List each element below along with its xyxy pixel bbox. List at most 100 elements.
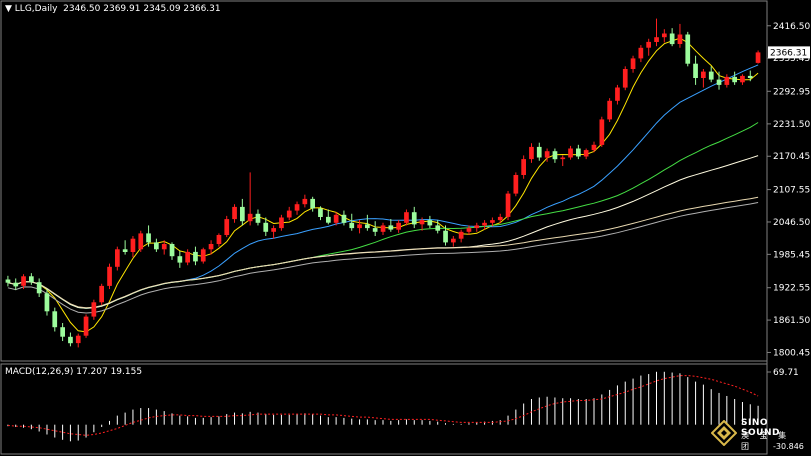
candle-body	[216, 235, 222, 244]
candle-body	[521, 159, 526, 175]
price-axis-label: 2355.45	[773, 54, 810, 64]
candle-body	[536, 146, 542, 158]
candle-body	[161, 244, 167, 250]
symbol-name: LLG,Daily	[14, 4, 58, 14]
candle-body	[68, 336, 73, 344]
candle-body	[708, 71, 714, 80]
candle-body	[388, 225, 394, 230]
candle-body	[185, 251, 190, 263]
price-axis-label: 1800.45	[773, 348, 810, 358]
logo-chinese: 澳 宝 集 团	[741, 431, 791, 451]
ohlc-values: 2346.50 2369.91 2345.09 2366.31	[63, 4, 221, 14]
candle-body	[99, 285, 104, 303]
candle-body	[36, 282, 42, 294]
candle-body	[208, 244, 214, 250]
candle-body	[333, 214, 339, 223]
candle-body	[466, 228, 472, 232]
candle-body	[91, 302, 97, 317]
candle-body	[576, 148, 581, 157]
candle-body	[646, 41, 651, 48]
diamond-logo-icon	[711, 420, 737, 446]
candle-body	[583, 150, 589, 157]
candle-body	[458, 231, 464, 239]
candle-body	[701, 71, 706, 78]
sino-sound-logo: SINO SOUND 澳 宝 集 团	[711, 418, 801, 451]
candle-body	[372, 228, 378, 232]
candle-body	[607, 100, 612, 120]
candle-body	[21, 276, 26, 286]
candle-body	[255, 213, 261, 223]
candle-body	[482, 222, 487, 226]
price-axis-label: 1985.45	[773, 250, 810, 260]
ma-120-line	[7, 196, 759, 309]
candle-body	[396, 222, 401, 230]
candle-body	[60, 327, 65, 337]
price-axis: 2416.50 2355.45 2292.95 2231.50 2170.45 2107.…	[767, 22, 810, 358]
candle-body	[357, 224, 362, 229]
candle-body	[271, 228, 276, 232]
candle-body	[13, 282, 19, 287]
candle-body	[302, 198, 308, 205]
macd-signal-line	[7, 375, 759, 436]
current-price-label: 2366.31	[770, 48, 807, 58]
candle-body	[263, 222, 269, 232]
candle-body	[435, 225, 441, 231]
candle-body	[169, 244, 175, 257]
price-axis-label: 1861.50	[773, 316, 810, 326]
candle-body	[529, 146, 534, 160]
candle-body	[622, 69, 628, 88]
candle-body	[497, 216, 503, 221]
candle-body	[451, 238, 456, 243]
current-price-box	[768, 46, 810, 59]
candle-body	[669, 33, 675, 45]
macd-axis-bottom-label: -30.846	[773, 442, 804, 451]
candle-body	[630, 58, 636, 69]
candle-body	[279, 217, 284, 229]
candle-body	[474, 225, 480, 229]
candle-body	[365, 224, 370, 229]
candle-body	[638, 47, 644, 59]
candle-body	[146, 233, 151, 243]
candle-body	[318, 208, 323, 217]
ma-200-line	[7, 202, 759, 314]
ma-5-line	[7, 37, 759, 333]
candle-body	[716, 79, 722, 85]
candle-body	[693, 63, 698, 78]
candle-body	[404, 212, 409, 223]
candle-body	[411, 212, 417, 225]
price-axis-label: 2046.50	[773, 218, 810, 228]
candle-body	[685, 34, 691, 64]
price-axis-label: 2416.50	[773, 22, 810, 32]
candle-body	[419, 220, 425, 225]
candle-body	[294, 204, 300, 211]
macd-axis-top-label: 69.71	[773, 368, 799, 378]
candle-body	[654, 37, 659, 42]
candle-body	[747, 75, 753, 78]
candle-body	[44, 293, 50, 312]
candle-body	[247, 213, 253, 222]
candle-body	[52, 311, 58, 328]
candle-body	[240, 206, 245, 222]
price-axis-label: 2292.95	[773, 87, 810, 97]
candle-body	[341, 214, 347, 223]
candle-body	[29, 276, 34, 283]
candle-body	[560, 157, 566, 160]
dropdown-arrow-icon[interactable]: ▼	[5, 4, 15, 14]
candle-body	[130, 238, 136, 252]
price-axis-label: 2231.50	[773, 120, 810, 130]
main-panel-border	[0, 0, 768, 362]
candle-body	[193, 251, 198, 262]
candle-body	[310, 198, 315, 209]
candle-body	[380, 225, 386, 232]
candle-body	[107, 266, 112, 286]
candle-body	[755, 52, 761, 63]
symbol-header: ▼ LLG,Daily 2346.50 2369.91 2345.09 2366…	[5, 4, 221, 14]
candle-body	[662, 33, 667, 38]
candle-body	[177, 256, 183, 263]
candle-body	[224, 219, 230, 235]
macd-panel-border	[0, 363, 768, 455]
candle-body	[5, 279, 11, 283]
candle-body	[552, 151, 558, 160]
price-axis-label: 2170.45	[773, 152, 810, 162]
candle-body	[138, 233, 144, 250]
